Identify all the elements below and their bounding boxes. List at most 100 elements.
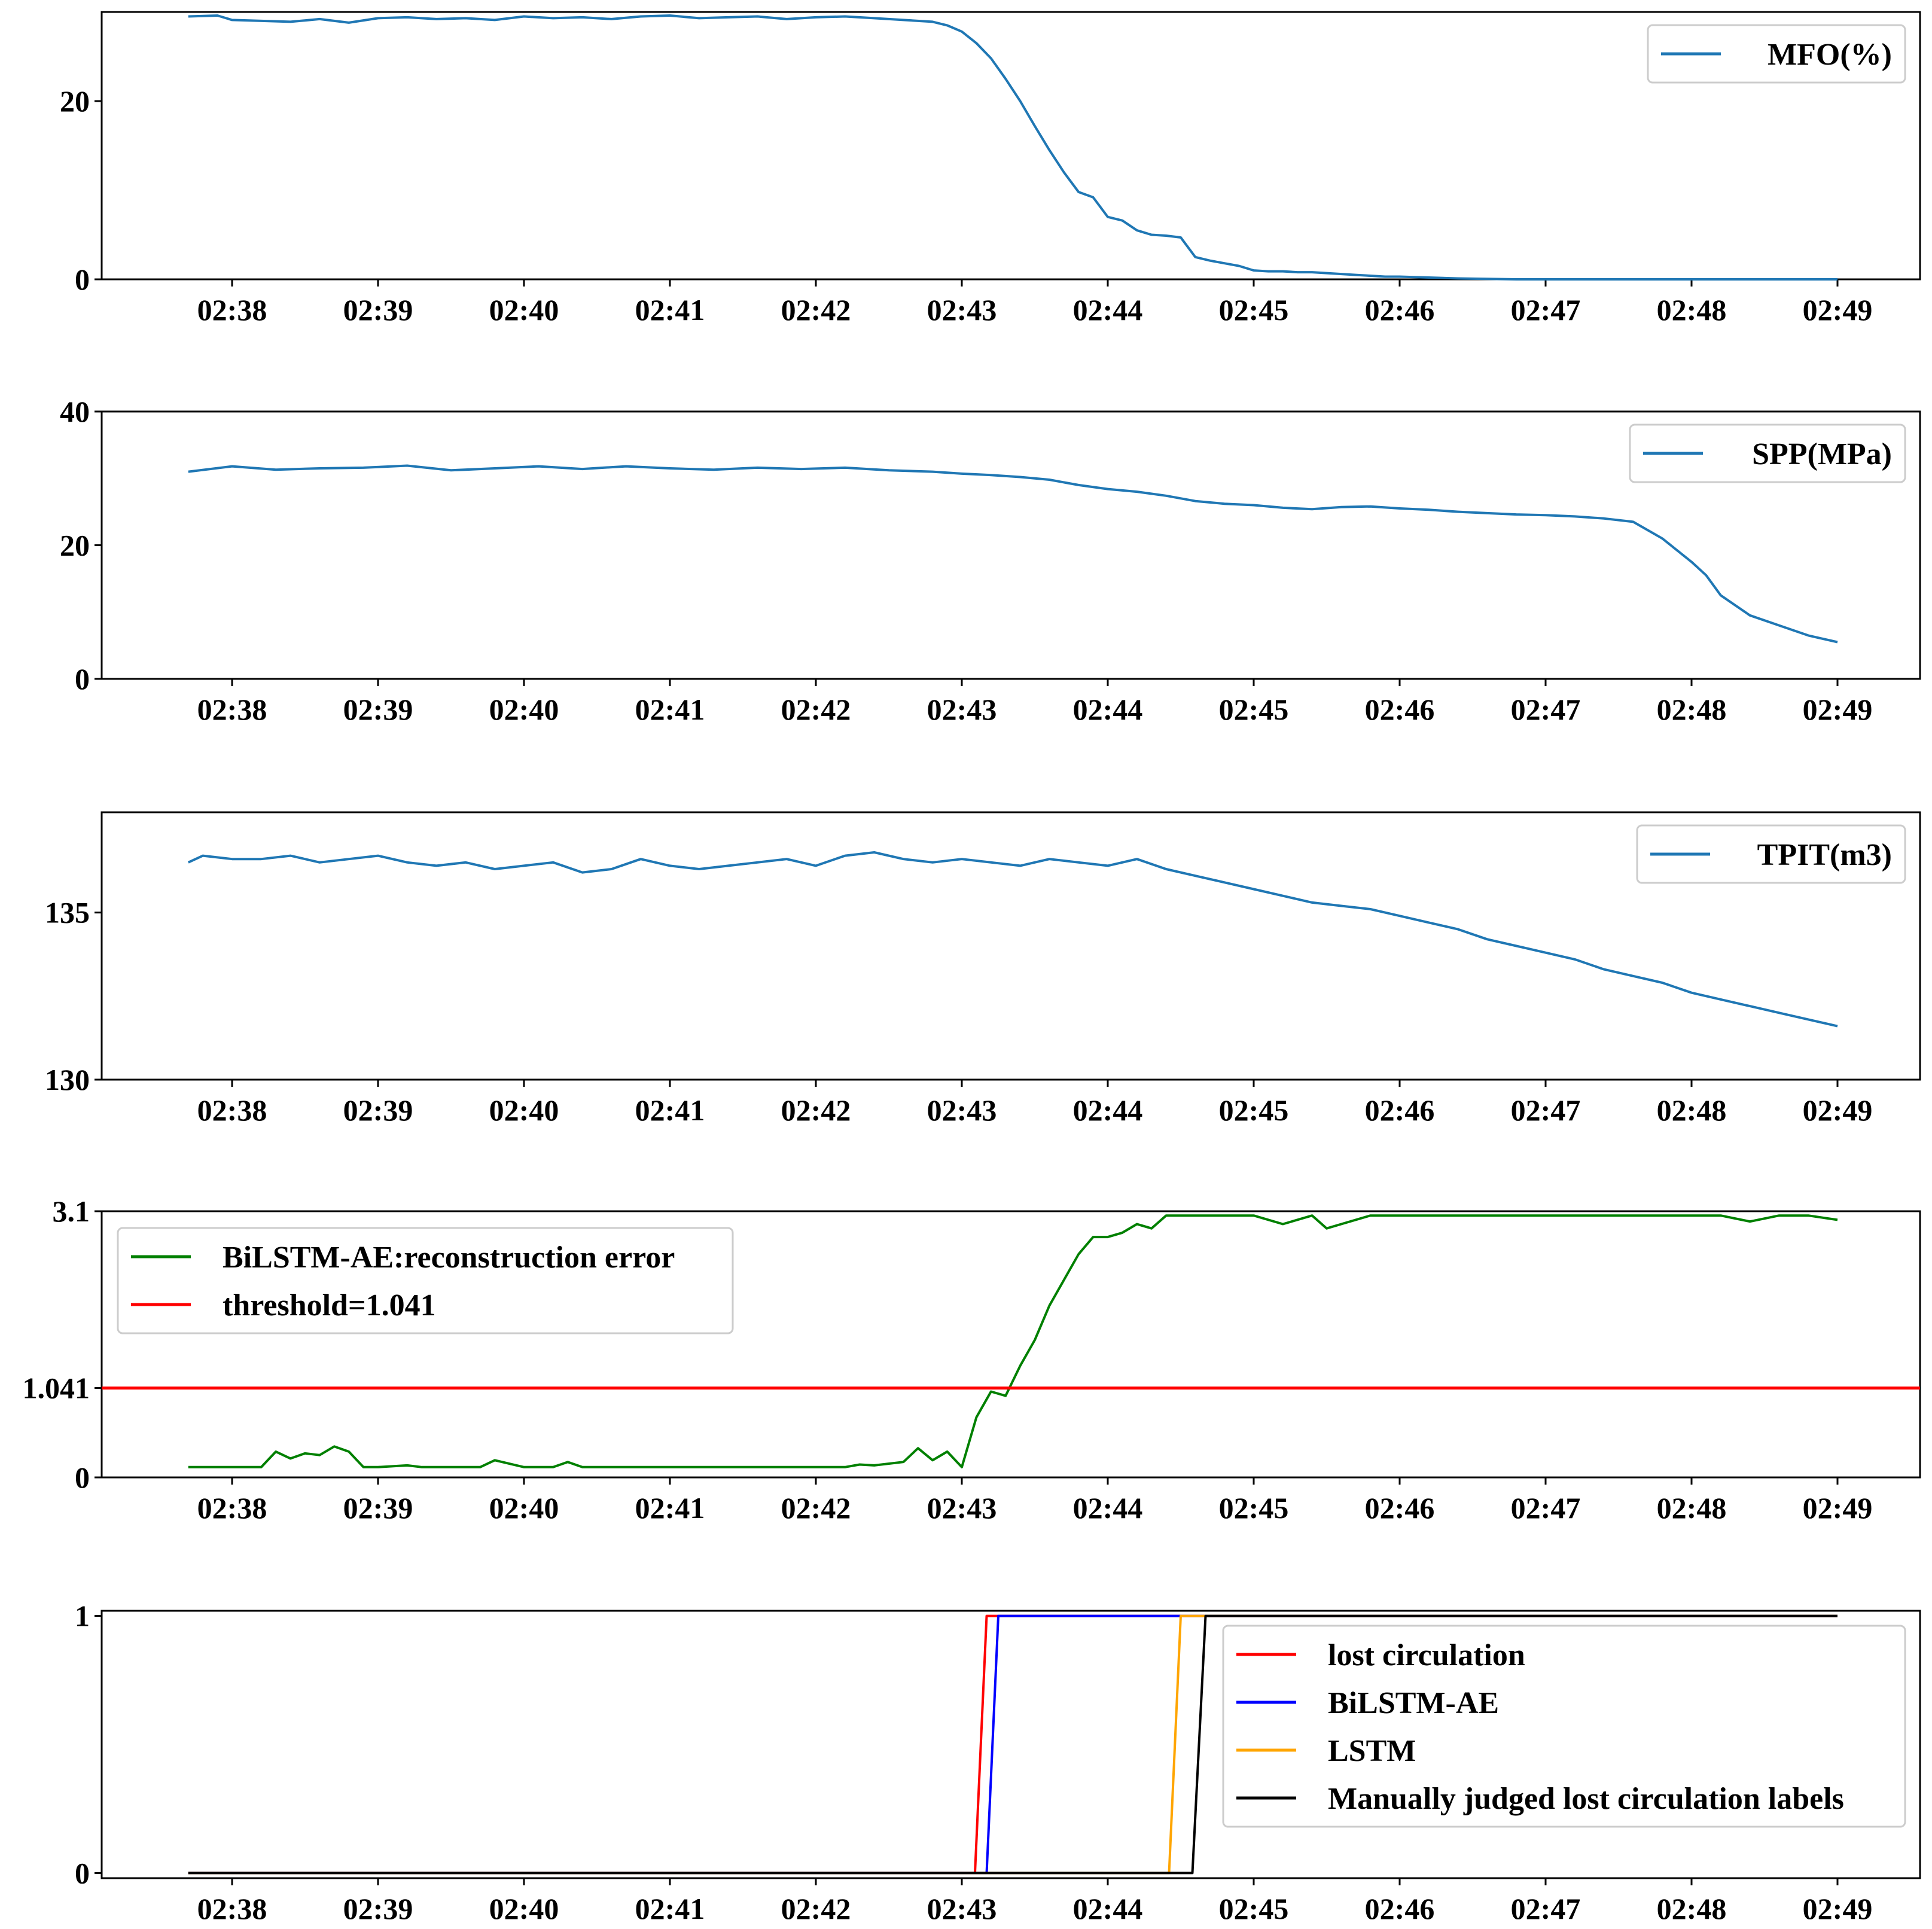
x-tick-label: 02:44	[1073, 693, 1143, 726]
x-tick-label: 02:42	[781, 1093, 851, 1127]
y-tick-label: 20	[60, 84, 90, 118]
x-tick-label: 02:44	[1073, 293, 1143, 327]
legend: SPP(MPa)	[1629, 423, 1906, 483]
y-tick-label: 40	[60, 395, 90, 428]
y-tick-label: 130	[45, 1063, 90, 1096]
series-line-manually-judged-lost-circulation-labels	[188, 1614, 1837, 1875]
x-tick-label: 02:43	[927, 1491, 997, 1525]
legend-label: LSTM	[1328, 1734, 1416, 1768]
x-tick-label: 02:47	[1511, 693, 1581, 726]
x-tick-label: 02:40	[489, 1491, 559, 1525]
x-tick-label: 02:41	[635, 1491, 705, 1525]
x-tick-label: 02:43	[927, 1093, 997, 1127]
x-tick-label: 02:49	[1803, 293, 1873, 327]
series-line-spp-mpa	[188, 464, 1838, 644]
axes-frame	[100, 1210, 1921, 1479]
legend-label: TPIT(m3)	[1757, 838, 1892, 872]
x-tick-label: 02:39	[343, 1491, 413, 1525]
x-tick-label: 02:42	[781, 693, 851, 726]
x-tick-label: 02:42	[781, 1491, 851, 1525]
chart-panel-spp: 02:38 02:39 02:40 02:41 02:42 02:43 02:44 02:45…	[60, 395, 1921, 726]
series-line-bilstm-ae-reconstruction-error	[188, 1214, 1838, 1468]
x-tick-label: 02:38	[197, 1892, 267, 1925]
y-tick-label: 1.041	[23, 1372, 90, 1405]
axes-frame	[100, 11, 1921, 281]
y-tick-label: 1	[75, 1599, 90, 1633]
chart-panel-reconstruction-error: 02:38 02:39 02:40 02:41 02:42 02:43 02:44 02:45…	[23, 1194, 1921, 1525]
y-tick-label: 135	[45, 896, 90, 930]
legend-label: threshold=1.041	[223, 1288, 436, 1322]
series-line-tpit-m3	[187, 851, 1838, 1028]
y-tick-label: 3.1	[53, 1194, 90, 1228]
x-tick-label: 02:49	[1803, 1093, 1873, 1127]
x-tick-label: 02:48	[1657, 1093, 1727, 1127]
x-tick-label: 02:40	[489, 693, 559, 726]
x-tick-label: 02:40	[489, 1892, 559, 1925]
x-tick-label: 02:44	[1073, 1491, 1143, 1525]
x-tick-label: 02:49	[1803, 1491, 1873, 1525]
y-tick-label: 0	[75, 1856, 90, 1890]
legend: BiLSTM-AE:reconstruction error threshold=…	[117, 1227, 734, 1334]
x-tick-label: 02:42	[781, 1892, 851, 1925]
x-tick-label: 02:38	[197, 693, 267, 726]
x-tick-label: 02:43	[927, 293, 997, 327]
x-tick-label: 02:38	[197, 1491, 267, 1525]
series-line-mfo	[188, 14, 1837, 281]
x-tick-label: 02:46	[1365, 693, 1435, 726]
legend: MFO(%)	[1647, 24, 1906, 84]
x-tick-label: 02:47	[1511, 1093, 1581, 1127]
y-tick-label: 0	[75, 662, 90, 696]
x-tick-label: 02:47	[1511, 1491, 1581, 1525]
x-tick-label: 02:38	[197, 293, 267, 327]
legend-box	[1636, 824, 1906, 884]
legend-label: BiLSTM-AE:reconstruction error	[223, 1241, 675, 1275]
x-tick-label: 02:39	[343, 693, 413, 726]
x-tick-label: 02:44	[1073, 1093, 1143, 1127]
legend-box	[1222, 1625, 1906, 1828]
x-tick-label: 02:45	[1219, 1491, 1289, 1525]
x-tick-label: 02:46	[1365, 293, 1435, 327]
x-tick-label: 02:48	[1657, 293, 1727, 327]
x-tick-label: 02:41	[635, 1093, 705, 1127]
x-tick-label: 02:48	[1657, 693, 1727, 726]
x-tick-label: 02:39	[343, 1093, 413, 1127]
x-tick-label: 02:45	[1219, 1892, 1289, 1925]
x-tick-label: 02:44	[1073, 1892, 1143, 1925]
chart-panel-tpit: 02:38 02:39 02:40 02:41 02:42 02:43 02:44 02:45…	[45, 811, 1921, 1127]
legend-label: SPP(MPa)	[1752, 437, 1892, 471]
chart-panel-labels: 02:38 02:39 02:40 02:41 02:42 02:43 02:44 02:45…	[75, 1599, 1921, 1925]
x-tick-label: 02:47	[1511, 1892, 1581, 1925]
legend: TPIT(m3)	[1636, 824, 1906, 884]
x-tick-label: 02:49	[1803, 1892, 1873, 1925]
legend-label: Manually judged lost circulation labels	[1328, 1782, 1844, 1816]
x-tick-label: 02:48	[1657, 1491, 1727, 1525]
x-tick-label: 02:39	[343, 1892, 413, 1925]
x-tick-label: 02:42	[781, 293, 851, 327]
x-tick-label: 02:49	[1803, 693, 1873, 726]
x-tick-label: 02:43	[927, 693, 997, 726]
axes-frame	[100, 811, 1921, 1081]
x-tick-label: 02:41	[635, 693, 705, 726]
legend-label: lost circulation	[1328, 1638, 1525, 1672]
x-tick-label: 02:46	[1365, 1491, 1435, 1525]
legend: lost circulation BiLSTM-AE LSTM Manually ju…	[1222, 1625, 1906, 1828]
x-tick-label: 02:45	[1219, 1093, 1289, 1127]
legend-label: MFO(%)	[1768, 38, 1892, 72]
x-tick-label: 02:46	[1365, 1892, 1435, 1925]
x-tick-label: 02:41	[635, 1892, 705, 1925]
x-tick-label: 02:48	[1657, 1892, 1727, 1925]
x-tick-label: 02:45	[1219, 293, 1289, 327]
x-tick-label: 02:39	[343, 293, 413, 327]
y-tick-label: 0	[75, 263, 90, 296]
y-tick-label: 0	[75, 1461, 90, 1494]
chart-panel-mfo: 02:38 02:39 02:40 02:41 02:42 02:43 02:44 02:45…	[60, 11, 1921, 327]
legend-label: BiLSTM-AE	[1328, 1686, 1499, 1720]
x-tick-label: 02:40	[489, 293, 559, 327]
x-tick-label: 02:47	[1511, 293, 1581, 327]
legend-box	[117, 1227, 734, 1334]
axes-frame	[100, 1610, 1921, 1879]
x-tick-label: 02:40	[489, 1093, 559, 1127]
x-tick-label: 02:43	[927, 1892, 997, 1925]
y-tick-label: 20	[60, 529, 90, 562]
